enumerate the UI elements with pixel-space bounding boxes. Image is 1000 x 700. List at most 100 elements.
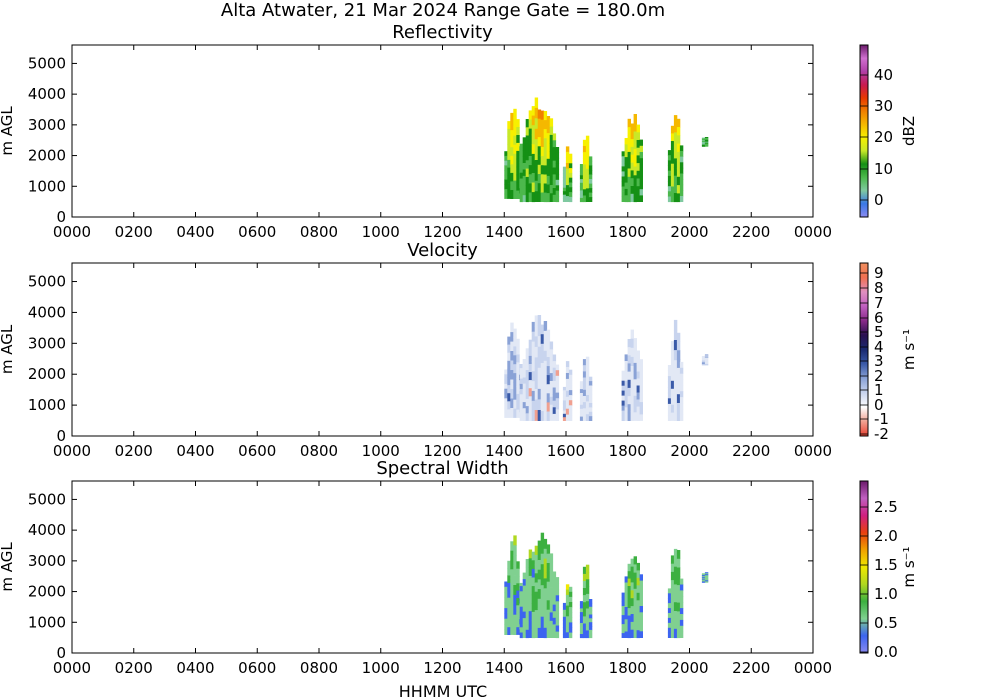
echo-cell <box>516 378 520 387</box>
echo-cell <box>565 190 570 197</box>
echo-cell <box>701 142 706 145</box>
echo-cell <box>588 174 593 180</box>
echo-cell <box>516 561 520 569</box>
echo-cell <box>510 408 514 418</box>
echo-cell <box>537 388 542 400</box>
echo-cell <box>568 602 573 608</box>
echo-cell <box>676 127 681 136</box>
echo-cell <box>636 607 640 616</box>
echo-cell <box>565 589 570 596</box>
echo-cell <box>552 133 557 141</box>
echo-cell <box>534 389 539 400</box>
echo-cell <box>531 586 536 596</box>
echo-cell <box>528 628 533 638</box>
colorbar-tick-label: 10 <box>874 160 893 178</box>
echo-cell <box>513 144 517 155</box>
echo-cell <box>534 573 539 583</box>
echo-cell <box>582 573 587 582</box>
echo-cell <box>504 174 508 180</box>
colorbar-tick-label: 2.0 <box>874 527 898 545</box>
echo-cell <box>676 367 681 378</box>
echo-cell <box>555 163 560 170</box>
echo-cell <box>630 123 634 132</box>
echo-cell <box>562 634 567 639</box>
echo-cell <box>565 414 570 421</box>
echo-cell <box>633 175 637 185</box>
echo-cell <box>667 398 672 405</box>
echo-cell <box>546 133 551 143</box>
echo-cell <box>562 613 567 618</box>
echo-cell <box>537 410 542 421</box>
echo-cell <box>673 619 678 630</box>
echo-cell <box>525 614 530 623</box>
echo-cell <box>568 405 573 411</box>
echo-cell <box>543 321 548 332</box>
echo-cell <box>679 414 684 421</box>
echo-cell <box>639 152 643 159</box>
echo-cell <box>585 369 590 377</box>
echo-cell <box>519 394 524 400</box>
echo-cell <box>639 587 643 594</box>
echo-cell <box>540 606 545 618</box>
echo-cell <box>701 576 706 579</box>
echo-cell <box>537 109 542 120</box>
echo-cell <box>568 400 573 406</box>
echo-cell <box>701 356 706 358</box>
echo-cell <box>519 627 524 633</box>
echo-cell <box>670 133 675 142</box>
echo-cell <box>621 415 625 421</box>
echo-cell <box>534 545 539 556</box>
y-tick-label: 0 <box>56 427 66 445</box>
x-tick-label: 2200 <box>732 223 770 241</box>
echo-cell <box>534 180 539 192</box>
echo-cell <box>531 134 536 145</box>
echo-cell <box>519 172 524 179</box>
echo-cell <box>546 393 551 403</box>
echo-cell <box>528 584 533 594</box>
echo-cell <box>510 190 514 199</box>
echo-cell <box>565 146 570 153</box>
echo-cell <box>704 357 709 360</box>
echo-cell <box>522 175 527 183</box>
colorbar-tick-label: 0 <box>874 396 884 414</box>
echo-cell <box>519 632 524 639</box>
echo-cell <box>543 156 548 166</box>
echo-cell <box>549 185 554 194</box>
echo-cell <box>676 620 681 630</box>
echo-cell <box>627 387 631 397</box>
echo-cell <box>585 148 590 156</box>
echo-cell <box>621 171 625 177</box>
echo-cell <box>676 550 681 560</box>
echo-cell <box>588 156 593 162</box>
suptitle: Alta Atwater, 21 Mar 2024 Range Gate = 1… <box>221 0 665 21</box>
echo-cell <box>537 146 542 156</box>
colorbar-tick-label: 6 <box>874 309 884 327</box>
echo-cell <box>562 393 567 398</box>
echo-cell <box>679 608 684 615</box>
echo-cell <box>504 379 508 385</box>
echo-cell <box>621 196 625 202</box>
echo-cell <box>624 144 628 152</box>
echo-cell <box>670 388 675 398</box>
panel-title: Reflectivity <box>392 22 493 43</box>
echo-cell <box>636 364 640 372</box>
echo-cell <box>624 582 628 589</box>
echo-cell <box>582 377 587 384</box>
echo-cell <box>552 578 557 586</box>
echo-cell <box>679 367 684 375</box>
echo-cell <box>534 97 539 109</box>
echo-cell <box>510 578 514 589</box>
echo-cell <box>537 589 542 600</box>
echo-cell <box>630 411 634 421</box>
echo-cell <box>522 395 527 403</box>
echo-cell <box>504 412 508 418</box>
echo-cell <box>624 380 628 388</box>
echo-cell <box>540 553 545 565</box>
echo-cell <box>633 184 637 194</box>
echo-cell <box>519 190 524 197</box>
echo-cell <box>531 381 536 392</box>
y-tick-label: 5000 <box>28 490 66 508</box>
echo-cell <box>704 575 709 577</box>
echo-cell <box>673 360 678 371</box>
echo-cell <box>585 579 590 587</box>
